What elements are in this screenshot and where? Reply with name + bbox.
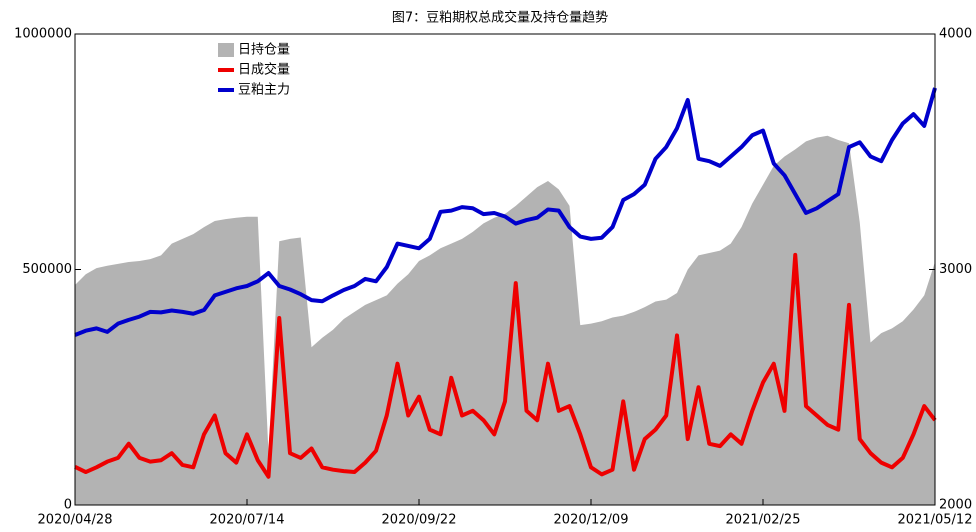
x-tick-label: 2021/05/12 [898, 513, 973, 528]
legend-label: 日持仓量 [238, 43, 290, 58]
line [74, 87, 937, 337]
x-tick-label: 2020/07/14 [210, 513, 285, 528]
legend-swatch [218, 43, 234, 57]
legend-label: 豆粕主力 [238, 83, 290, 98]
line [74, 252, 937, 479]
x-tick-label: 2020/12/09 [554, 513, 629, 528]
chart-title: 图7：豆粕期权总成交量及持仓量趋势 [392, 10, 608, 26]
legend-label: 日成交量 [238, 62, 290, 78]
y-tick-label: 500000 [22, 262, 72, 277]
x-tick-label: 2021/02/25 [726, 513, 801, 528]
x-tick-label: 2020/04/28 [38, 513, 113, 528]
x-tick-label: 2020/09/22 [382, 513, 457, 528]
y-tick-label: 1000000 [14, 27, 72, 42]
area [75, 135, 935, 505]
y2-tick-label: 2000 [939, 498, 972, 513]
y2-tick-label: 3000 [939, 262, 972, 277]
y-tick-label: 0 [64, 498, 72, 513]
y2-tick-label: 4000 [939, 27, 972, 42]
